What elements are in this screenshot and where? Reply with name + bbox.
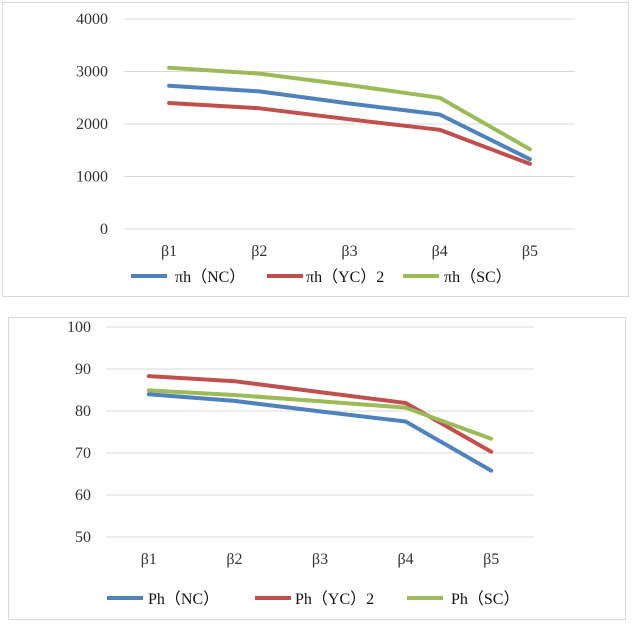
y-tick-label: 70: [75, 445, 91, 462]
series-line-3: [167, 65, 532, 152]
y-tick-label: 2000: [76, 116, 108, 133]
legend-label-2: πh（YC）2: [306, 268, 384, 286]
chart-pi-h: 0 1000 2000 3000 4000 β1 β2 β3 β4 β5 πh（NC） πh（YC）2…: [2, 2, 629, 297]
legend-label-3: πh（SC）: [444, 268, 512, 286]
y-tick-label: 100: [67, 319, 91, 336]
legend-label-1: πh（NC）: [175, 268, 245, 286]
x-tick-label: β3: [341, 243, 357, 260]
x-tick-label: β4: [432, 243, 448, 260]
y-tick-label: 90: [75, 361, 91, 378]
x-tick-label: β5: [483, 551, 499, 568]
legend-label-2: Ph（YC）2: [295, 590, 374, 608]
y-tick-label: 60: [75, 487, 91, 504]
y-tick-label: 1000: [76, 169, 108, 186]
x-tick-label: β2: [251, 243, 267, 260]
series-line-1: [146, 392, 494, 473]
chart-ph: 50 60 70 80 90 100 β1 β2 β3 β4 β5 Ph（NC） Ph（YC）2 Ph（S…: [8, 317, 626, 620]
chart-ph-svg: 50 60 70 80 90 100 β1 β2 β3 β4 β5 Ph（NC） Ph（YC）2 Ph（S…: [67, 319, 534, 608]
x-tick-label: β1: [161, 243, 177, 260]
x-tick-label: β5: [522, 243, 538, 260]
series-line-1: [167, 83, 532, 162]
x-tick-label: β1: [141, 551, 157, 568]
x-tick-label: β2: [226, 551, 242, 568]
y-tick-label: 3000: [76, 64, 108, 81]
y-tick-label: 50: [75, 529, 91, 546]
y-tick-label: 4000: [76, 11, 108, 28]
x-tick-label: β4: [398, 551, 414, 568]
chart-pi-h-svg: 0 1000 2000 3000 4000 β1 β2 β3 β4 β5 πh（NC） πh（YC）2…: [76, 11, 575, 286]
y-tick-label: 80: [75, 403, 91, 420]
legend-label-3: Ph（SC）: [451, 590, 519, 608]
legend-label-1: Ph（NC）: [148, 590, 219, 608]
y-tick-label: 0: [100, 221, 108, 238]
x-tick-label: β3: [312, 551, 328, 568]
